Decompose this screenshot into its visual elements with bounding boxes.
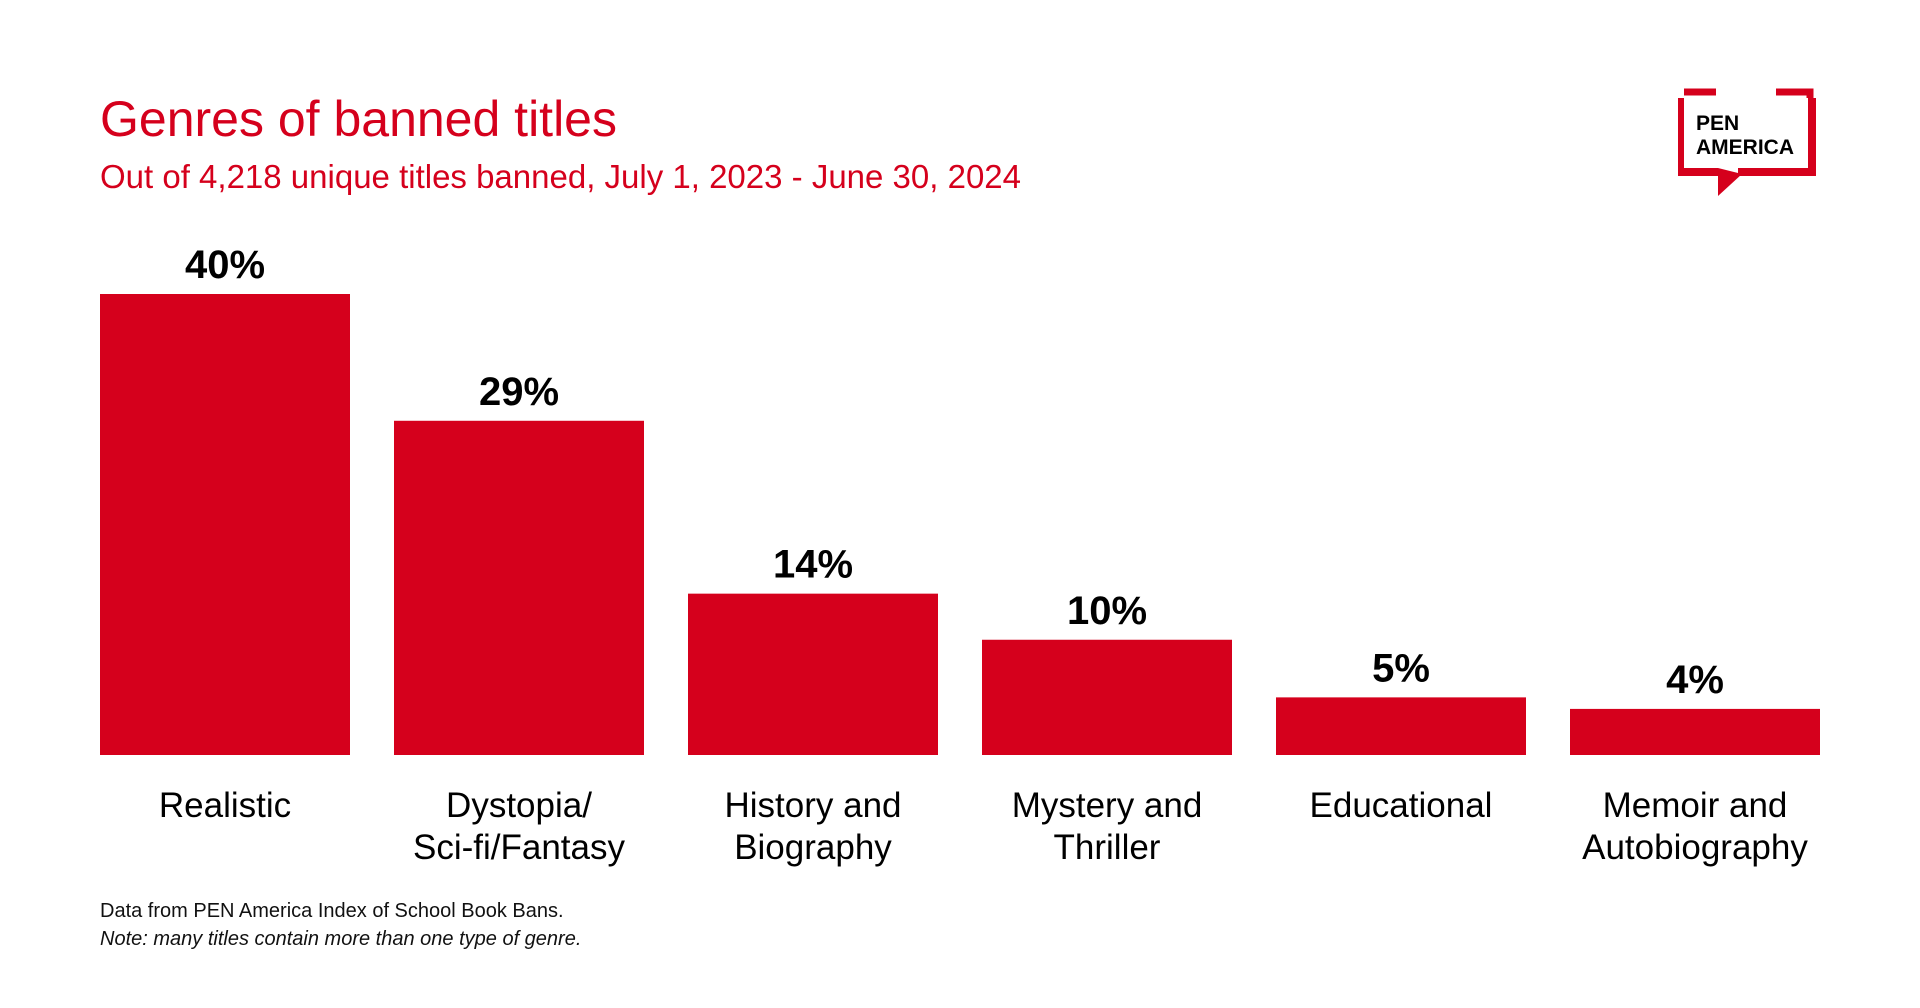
- data-label-0: 40%: [185, 243, 265, 287]
- source-note: Data from PEN America Index of School Bo…: [100, 900, 564, 922]
- bar-5: [1570, 708, 1820, 755]
- chart-title: Genres of banned titles: [100, 91, 617, 147]
- bar-1: [394, 420, 644, 755]
- bar-3: [982, 639, 1232, 755]
- category-label-4: Educational: [1310, 786, 1493, 825]
- category-label-1: Sci-fi/Fantasy: [413, 828, 625, 867]
- category-label-3: Mystery and: [1012, 786, 1203, 825]
- data-label-4: 5%: [1372, 646, 1430, 690]
- bar-4: [1276, 697, 1526, 755]
- genre-note: Note: many titles contain more than one …: [100, 928, 582, 950]
- category-label-0: Realistic: [159, 786, 291, 825]
- pen-america-logo: PEN AMERICA: [1678, 88, 1816, 196]
- bar-0: [100, 294, 350, 755]
- svg-text:AMERICA: AMERICA: [1696, 136, 1794, 159]
- category-label-1: Dystopia/: [446, 786, 592, 825]
- data-label-2: 14%: [773, 543, 853, 587]
- svg-text:PEN: PEN: [1696, 112, 1739, 135]
- category-label-2: Biography: [734, 828, 892, 867]
- category-label-5: Memoir and: [1603, 786, 1788, 825]
- data-label-5: 4%: [1666, 658, 1724, 702]
- data-label-3: 10%: [1067, 589, 1147, 633]
- category-label-2: History and: [724, 786, 901, 825]
- category-label-3: Thriller: [1054, 828, 1161, 867]
- category-label-5: Autobiography: [1582, 828, 1808, 867]
- bar-2: [688, 593, 938, 755]
- chart-subtitle: Out of 4,218 unique titles banned, July …: [100, 158, 1022, 195]
- bar-chart: 40% Realistic 29% Dystopia/Sci-fi/Fantasy 14…: [100, 243, 1820, 867]
- data-label-1: 29%: [479, 370, 559, 414]
